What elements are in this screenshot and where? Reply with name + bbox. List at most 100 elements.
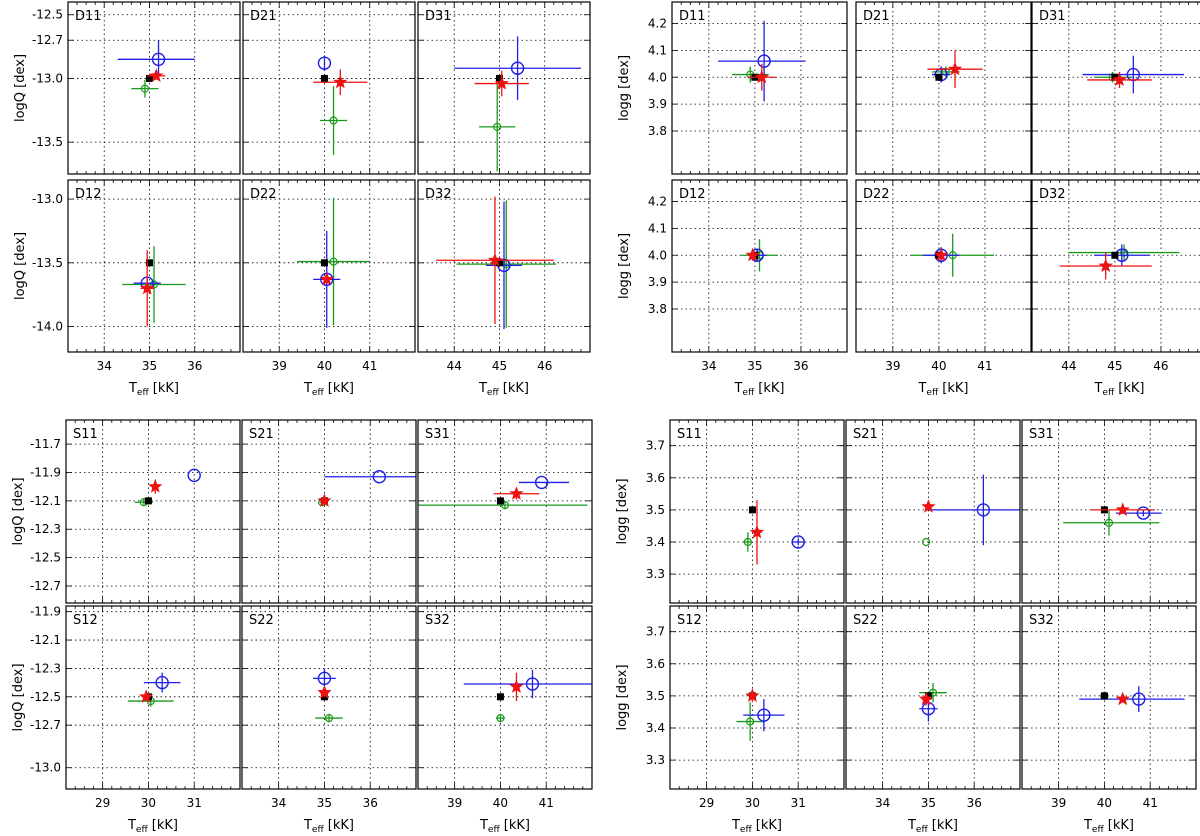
x-axis-label: Teff [kK] <box>479 818 530 835</box>
marks <box>911 233 995 277</box>
x-tick-label: 30 <box>141 796 156 810</box>
y-tick-label: 3.7 <box>646 625 665 639</box>
panel-frame <box>67 179 241 353</box>
point-red-star <box>1115 502 1130 516</box>
panel-label: D11 <box>75 9 102 24</box>
y-tick-label: 3.9 <box>648 275 667 289</box>
y-axis-label: logQ [dex] <box>11 477 26 545</box>
panel-frame <box>1021 419 1197 604</box>
panel-frame <box>67 1 241 175</box>
point-blue-circle <box>151 52 166 67</box>
point-black-square <box>1100 692 1108 700</box>
x-axis-label: Teff [kK] <box>303 381 354 398</box>
marks <box>463 669 592 723</box>
x-tick-label: 29 <box>95 796 110 810</box>
y-tick-label: -11.9 <box>30 465 61 479</box>
point-green-circle <box>329 116 338 125</box>
point-green-circle <box>140 84 150 93</box>
panel-d12: D12 3.8 3.9 4.0 4.1 4.2 34 35 36 Teff [kK] <box>648 179 848 398</box>
y-axis-label: logg [dex] <box>617 55 632 121</box>
panel-frame <box>671 1 848 175</box>
panel-label: S31 <box>1029 427 1054 442</box>
marks <box>919 683 947 722</box>
point-blue-circle <box>1132 692 1146 706</box>
panel-s11: S11 -12.7 -12.5 -12.3 -12.1 -11.9 -11.7 <box>30 419 241 604</box>
chart-block-1: logQ [dex] logQ [dex] D11 -12.5 -12.7 -13.0 -1… <box>13 1 591 398</box>
panel-label: S21 <box>853 427 878 442</box>
marks <box>921 474 1020 547</box>
panel-label: D21 <box>863 9 890 24</box>
panel-frame <box>241 605 417 790</box>
y-axis-label: logg [dex] <box>615 478 630 544</box>
x-tick-label: 45 <box>492 359 507 373</box>
panel-frame <box>845 419 1021 604</box>
point-blue-circle <box>372 470 387 484</box>
panel-frame <box>242 179 416 353</box>
marks <box>117 40 195 98</box>
panel-label: D31 <box>1039 9 1066 24</box>
marks <box>741 239 778 272</box>
point-red-star <box>1115 691 1130 706</box>
y-tick-label: 3.8 <box>648 302 667 316</box>
y-tick-label: 3.3 <box>646 567 665 581</box>
panel-d31: D31 <box>417 1 591 175</box>
point-blue-circle <box>525 677 540 691</box>
panel-s32: S32 39 40 41 Teff [kK] <box>417 605 593 835</box>
y-tick-label: 4.1 <box>648 43 667 57</box>
panel-frame <box>669 419 845 604</box>
marks <box>134 468 201 507</box>
y-tick-label: -12.1 <box>30 633 61 647</box>
panel-label: S12 <box>73 613 98 628</box>
point-red-star <box>745 247 760 262</box>
point-blue-circle <box>187 468 201 483</box>
panel-frame <box>1031 179 1200 353</box>
point-black-square <box>1111 73 1119 81</box>
panel-label: S11 <box>677 427 702 442</box>
y-tick-label: -13.0 <box>32 71 63 85</box>
x-tick-label: 44 <box>1061 359 1076 373</box>
marks <box>743 500 806 565</box>
y-tick-label: 4.2 <box>648 195 667 209</box>
y-tick-label: -13.5 <box>32 256 63 270</box>
point-green-circle <box>941 67 950 76</box>
panel-label: S32 <box>425 613 450 628</box>
point-red-star <box>149 68 164 82</box>
point-red-star <box>139 689 154 703</box>
x-axis-label: Teff [kK] <box>1083 818 1134 835</box>
marks <box>454 36 581 172</box>
x-tick-label: 34 <box>875 796 890 810</box>
y-axis-label: logQ [dex] <box>13 232 28 300</box>
panel-s21: S21 <box>845 419 1021 604</box>
x-tick-label: 31 <box>791 796 806 810</box>
point-black-square <box>748 506 756 514</box>
panel-d11: D11 -12.5 -12.7 -13.0 -13.5 <box>32 1 241 175</box>
point-black-square <box>496 497 504 505</box>
y-axis-label: logg [dex] <box>617 233 632 299</box>
panel-label: D22 <box>863 187 890 202</box>
point-red-star <box>319 271 334 286</box>
panel-s12: S12 3.3 3.4 3.5 3.6 3.7 29 30 31 Teff [kK] <box>646 605 845 835</box>
y-tick-label: 3.3 <box>646 753 665 767</box>
chart-block-3: logQ [dex] logQ [dex] S11 -12.7 -12.5 -12.3 -1… <box>11 419 593 835</box>
y-tick-label: -12.7 <box>30 718 61 732</box>
x-axis-label: Teff [kK] <box>731 818 782 835</box>
panel-s22: S22 34 35 36 Teff [kK] <box>845 605 1021 835</box>
point-green-circle <box>496 713 505 723</box>
point-red-star <box>317 685 332 699</box>
point-red-star <box>487 252 503 267</box>
point-black-square <box>1111 251 1119 259</box>
point-blue-circle <box>534 475 549 490</box>
point-red-star <box>317 493 332 507</box>
y-tick-label: -14.0 <box>32 320 63 334</box>
y-tick-label: 3.6 <box>646 657 665 671</box>
x-tick-label: 31 <box>187 796 202 810</box>
y-tick-label: 3.7 <box>646 439 665 453</box>
x-tick-label: 40 <box>493 796 508 810</box>
y-tick-label: -12.1 <box>30 494 61 508</box>
y-tick-label: -12.5 <box>30 690 61 704</box>
marks <box>736 688 785 741</box>
x-tick-label: 35 <box>747 359 762 373</box>
panel-s11: S11 3.3 3.4 3.5 3.6 3.7 <box>646 419 845 604</box>
x-axis-label: Teff [kK] <box>127 818 178 835</box>
x-tick-label: 29 <box>699 796 714 810</box>
